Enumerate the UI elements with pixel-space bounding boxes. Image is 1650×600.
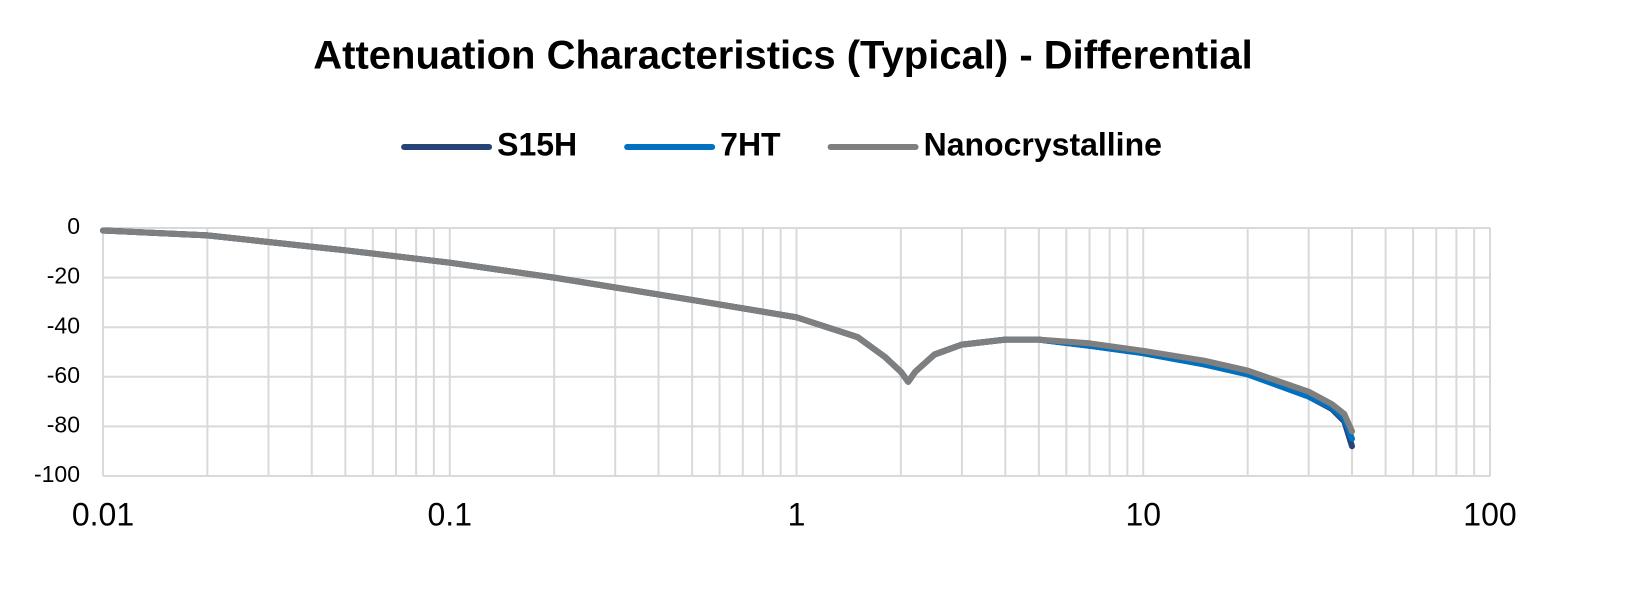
legend: S15H 7HT Nanocrystalline	[401, 126, 1162, 162]
x-tick-label: 100	[1463, 496, 1516, 532]
x-tick-label: 0.1	[428, 496, 472, 532]
y-tick-label: -100	[34, 461, 80, 487]
series-line	[100, 227, 1355, 450]
y-tick-label: -40	[47, 312, 80, 338]
legend-label: S15H	[497, 126, 577, 162]
x-tick-label: 0.01	[72, 496, 134, 532]
grid	[102, 227, 1491, 477]
y-tick-label: 0	[67, 213, 80, 239]
y-tick-label: -20	[47, 263, 80, 289]
legend-label: Nanocrystalline	[924, 126, 1162, 162]
y-tick-label: -80	[47, 411, 80, 437]
plot-lines	[100, 227, 1355, 450]
y-tick-label: -60	[47, 362, 80, 388]
x-tick-label: 1	[788, 496, 806, 532]
legend-label: 7HT	[720, 126, 781, 162]
series-line	[100, 227, 1355, 435]
chart-title: Attenuation Characteristics (Typical) - …	[313, 34, 1252, 78]
labels: 0.01 0.1 1 10 100 -100 -80 -60 -40 -20 0	[34, 213, 1517, 532]
series-line	[100, 227, 1355, 442]
x-tick-label: 10	[1125, 496, 1161, 532]
